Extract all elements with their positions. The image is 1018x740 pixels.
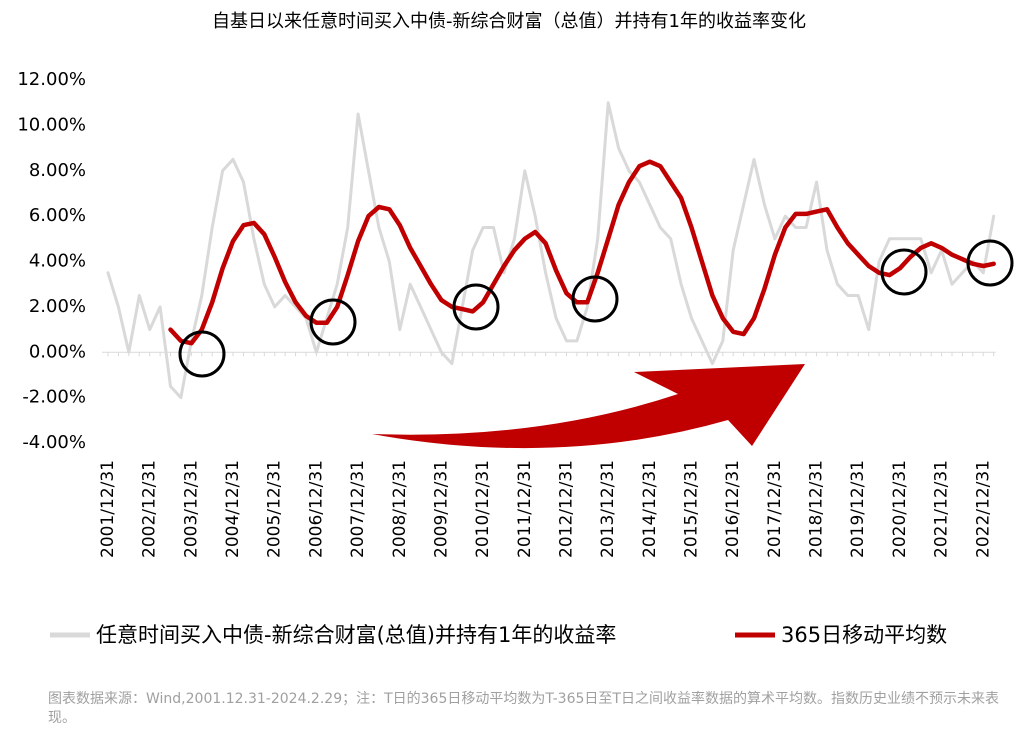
x-tick-label: 2008/12/31: [390, 460, 410, 558]
legend-label: 任意时间买入中债-新综合财富(总值)并持有1年的收益率: [96, 623, 616, 647]
x-tick-label: 2018/12/31: [807, 460, 827, 558]
y-tick-label: 10.00%: [17, 114, 86, 135]
legend-label: 365日移动平均数: [781, 623, 947, 647]
highlight-circle: [571, 275, 619, 323]
x-tick-label: 2011/12/31: [515, 460, 535, 558]
x-tick-label: 2014/12/31: [640, 460, 660, 558]
x-tick-label: 2013/12/31: [598, 460, 618, 558]
x-tick-label: 2003/12/31: [181, 460, 201, 558]
x-tick-label: 2004/12/31: [223, 460, 243, 558]
footnote: 图表数据来源：Wind,2001.12.31-2024.2.29；注：T日的36…: [48, 691, 999, 726]
highlight-circle: [880, 248, 928, 296]
annotations: [372, 364, 805, 449]
highlight-circle: [966, 239, 1014, 287]
x-tick-label: 2001/12/31: [98, 460, 118, 558]
y-tick-label: 2.00%: [29, 296, 86, 317]
highlight-circle: [178, 330, 226, 378]
highlight-circle: [309, 298, 357, 346]
series-line: [168, 159, 996, 346]
x-tick-label: 2007/12/31: [348, 460, 368, 558]
x-tick-label: 2010/12/31: [473, 460, 493, 558]
x-tick-label: 2015/12/31: [682, 460, 702, 558]
x-tick-label: 2019/12/31: [848, 460, 868, 558]
y-tick-label: 12.00%: [17, 69, 86, 90]
trend-arrow: [372, 364, 805, 449]
series-line: [106, 101, 996, 400]
x-tick-label: 2005/12/31: [265, 460, 285, 558]
y-tick-label: 6.00%: [29, 205, 86, 226]
x-tick-label: 2012/12/31: [556, 460, 576, 558]
y-tick-label: 0.00%: [29, 341, 86, 362]
chart-title: 自基日以来任意时间买入中债-新综合财富（总值）并持有1年的收益率变化: [212, 11, 806, 32]
x-tick-label: 2022/12/31: [973, 460, 993, 558]
x-tick-label: 2002/12/31: [140, 460, 160, 558]
y-tick-label: 4.00%: [29, 251, 86, 272]
x-tick-label: 2016/12/31: [723, 460, 743, 558]
y-tick-label: -2.00%: [22, 387, 86, 408]
highlight-circle: [452, 283, 500, 331]
x-tick-label: 2006/12/31: [306, 460, 326, 558]
x-tick-label: 2020/12/31: [890, 460, 910, 558]
x-tick-label: 2017/12/31: [765, 460, 785, 558]
x-tick-label: 2009/12/31: [431, 460, 451, 558]
y-tick-label: -4.00%: [22, 432, 86, 453]
y-tick-label: 8.00%: [29, 160, 86, 181]
x-tick-label: 2021/12/31: [932, 460, 952, 558]
